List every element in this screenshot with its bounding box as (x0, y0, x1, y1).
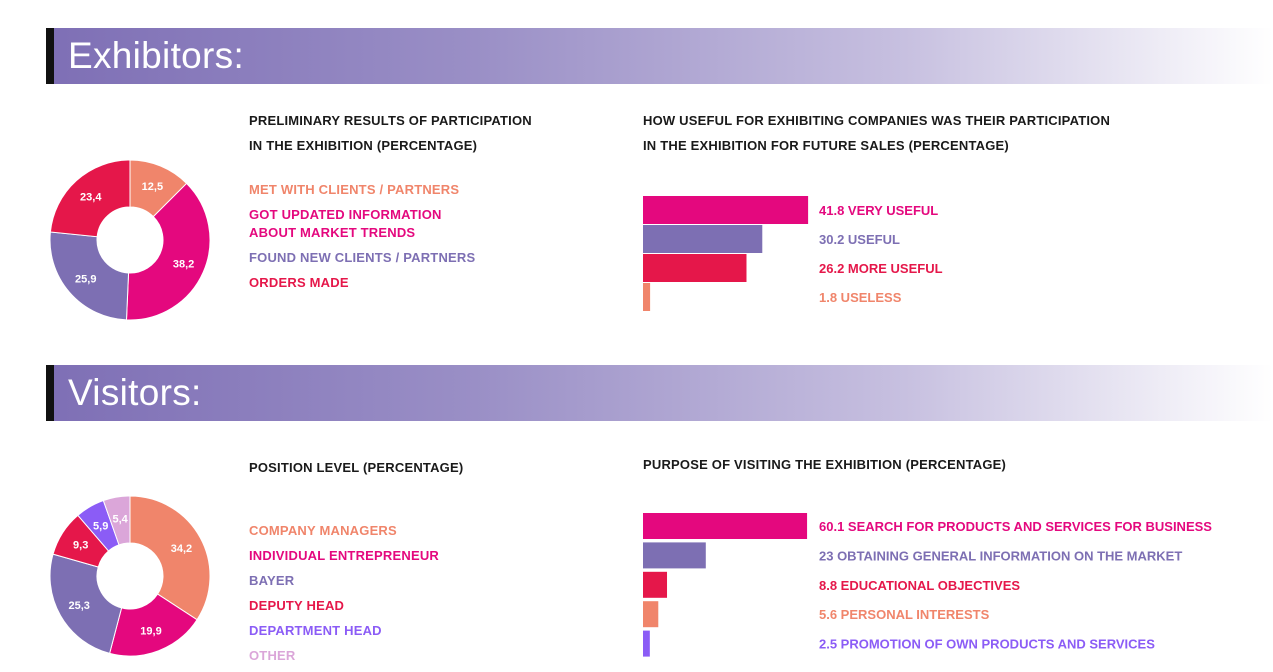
bar (643, 196, 809, 224)
usefulness-chart-title: HOW USEFUL FOR EXHIBITING COMPANIES WAS … (643, 108, 1110, 158)
legend-item-text: INDIVIDUAL ENTREPRENEUR (249, 548, 439, 563)
legend-item: DEPUTY HEAD (249, 597, 344, 615)
legend-item: INDIVIDUAL ENTREPRENEUR (249, 547, 439, 565)
donut-slice-label: 23,4 (80, 192, 102, 204)
legend-item: BAYER (249, 572, 294, 590)
legend-item-text: COMPANY MANAGERS (249, 523, 397, 538)
legend-item: DEPARTMENT HEAD (249, 622, 382, 640)
legend-item-text: MET WITH CLIENTS / PARTNERS (249, 182, 460, 197)
donut-slice (102, 495, 131, 546)
legend-item-text: FOUND NEW CLIENTS / PARTNERS (249, 250, 476, 265)
legend-item: GOT UPDATED INFORMATION ABOUT MARKET TREN… (249, 206, 442, 242)
exhibitors-title: Exhibitors: (68, 35, 245, 76)
donut-slice-label: 25,9 (75, 273, 96, 285)
legend-item-text: BAYER (249, 573, 295, 588)
visitors-title: Visitors: (68, 372, 202, 413)
chart-title-line: IN THE EXHIBITION FOR FUTURE SALES (PERC… (643, 138, 1009, 153)
donut-slice (125, 182, 211, 321)
chart-title-line: PURPOSE OF VISITING THE EXHIBITION (PERC… (643, 457, 1007, 472)
legend-item-text: ORDERS MADE (249, 275, 349, 290)
bar (643, 513, 808, 539)
banner-accent-bar (46, 28, 54, 84)
purpose-bar-chart: 60.1 SEARCH FOR PRODUCTS AND SERVICES FO… (643, 513, 1212, 657)
bar-label: 2.5 PROMOTION OF OWN PRODUCTS AND SERVIC… (819, 637, 1155, 652)
bar (643, 283, 651, 311)
bar-label: 30.2 USEFUL (819, 232, 900, 247)
position-chart-title: POSITION LEVEL (PERCENTAGE) (249, 455, 463, 480)
legend-item-text: OTHER (249, 648, 296, 663)
donut-slice-label: 5,4 (112, 513, 128, 525)
exhibitors-banner: Exhibitors: (46, 28, 1273, 84)
donut-slice-label: 38,2 (173, 259, 194, 271)
bar (643, 254, 747, 282)
donut-slice-label: 9,3 (73, 539, 88, 551)
legend-item: MET WITH CLIENTS / PARTNERS (249, 181, 459, 199)
legend-item-text: ABOUT MARKET TRENDS (249, 225, 416, 240)
bar (643, 601, 659, 628)
legend-item: ORDERS MADE (249, 274, 349, 292)
chart-title-line: IN THE EXHIBITION (PERCENTAGE) (249, 138, 478, 153)
donut-slice-label: 5,9 (93, 520, 108, 532)
donut-slice (129, 495, 211, 621)
bar (643, 542, 706, 569)
legend-item-text: GOT UPDATED INFORMATION (249, 207, 442, 222)
donut-slice (109, 593, 198, 657)
legend-item: FOUND NEW CLIENTS / PARTNERS (249, 249, 475, 267)
legend-item: COMPANY MANAGERS (249, 522, 397, 540)
donut-slice-label: 25,3 (68, 600, 89, 612)
chart-title-line: POSITION LEVEL (PERCENTAGE) (249, 460, 464, 475)
donut-slice-label: 19,9 (140, 626, 161, 638)
legend-item-text: DEPUTY HEAD (249, 598, 345, 613)
bar-label: 5.6 PERSONAL INTERESTS (819, 607, 990, 622)
participation-donut-chart: 12,5 38,2 25,9 23,4 (49, 159, 211, 321)
bar (643, 225, 763, 253)
bar (643, 630, 650, 657)
bar-label: 26.2 MORE USEFUL (819, 261, 943, 276)
bar-label: 60.1 SEARCH FOR PRODUCTS AND SERVICES FO… (819, 519, 1212, 534)
legend-item-text: DEPARTMENT HEAD (249, 623, 382, 638)
position-donut-chart: 34,2 19,9 25,3 9,3 5,9 5,4 (49, 495, 211, 657)
donut-slice-label: 12,5 (142, 181, 163, 193)
donut-slice (49, 231, 130, 321)
bar-label: 23 OBTAINING GENERAL INFORMATION ON THE … (819, 548, 1182, 563)
bar-label: 8.8 EDUCATIONAL OBJECTIVES (819, 578, 1020, 593)
bar-label: 1.8 USELESS (819, 290, 902, 305)
donut-slice (49, 553, 123, 654)
chart-title-line: HOW USEFUL FOR EXHIBITING COMPANIES WAS … (643, 113, 1111, 128)
participation-chart-title: PRELIMINARY RESULTS OF PARTICIPATION IN … (249, 108, 532, 158)
chart-title-line: PRELIMINARY RESULTS OF PARTICIPATION (249, 113, 532, 128)
bar-label: 41.8 VERY USEFUL (819, 203, 938, 218)
banner-accent-bar (46, 365, 54, 421)
bar (643, 571, 668, 598)
legend-item: OTHER (249, 647, 296, 665)
donut-slice (49, 159, 131, 238)
donut-slice-label: 34,2 (171, 543, 192, 555)
usefulness-bar-chart: 41.8 VERY USEFUL 30.2 USEFUL 26.2 MORE USE… (643, 196, 943, 311)
visitors-banner: Visitors: (46, 365, 1273, 421)
purpose-chart-title: PURPOSE OF VISITING THE EXHIBITION (PERC… (643, 452, 1006, 477)
